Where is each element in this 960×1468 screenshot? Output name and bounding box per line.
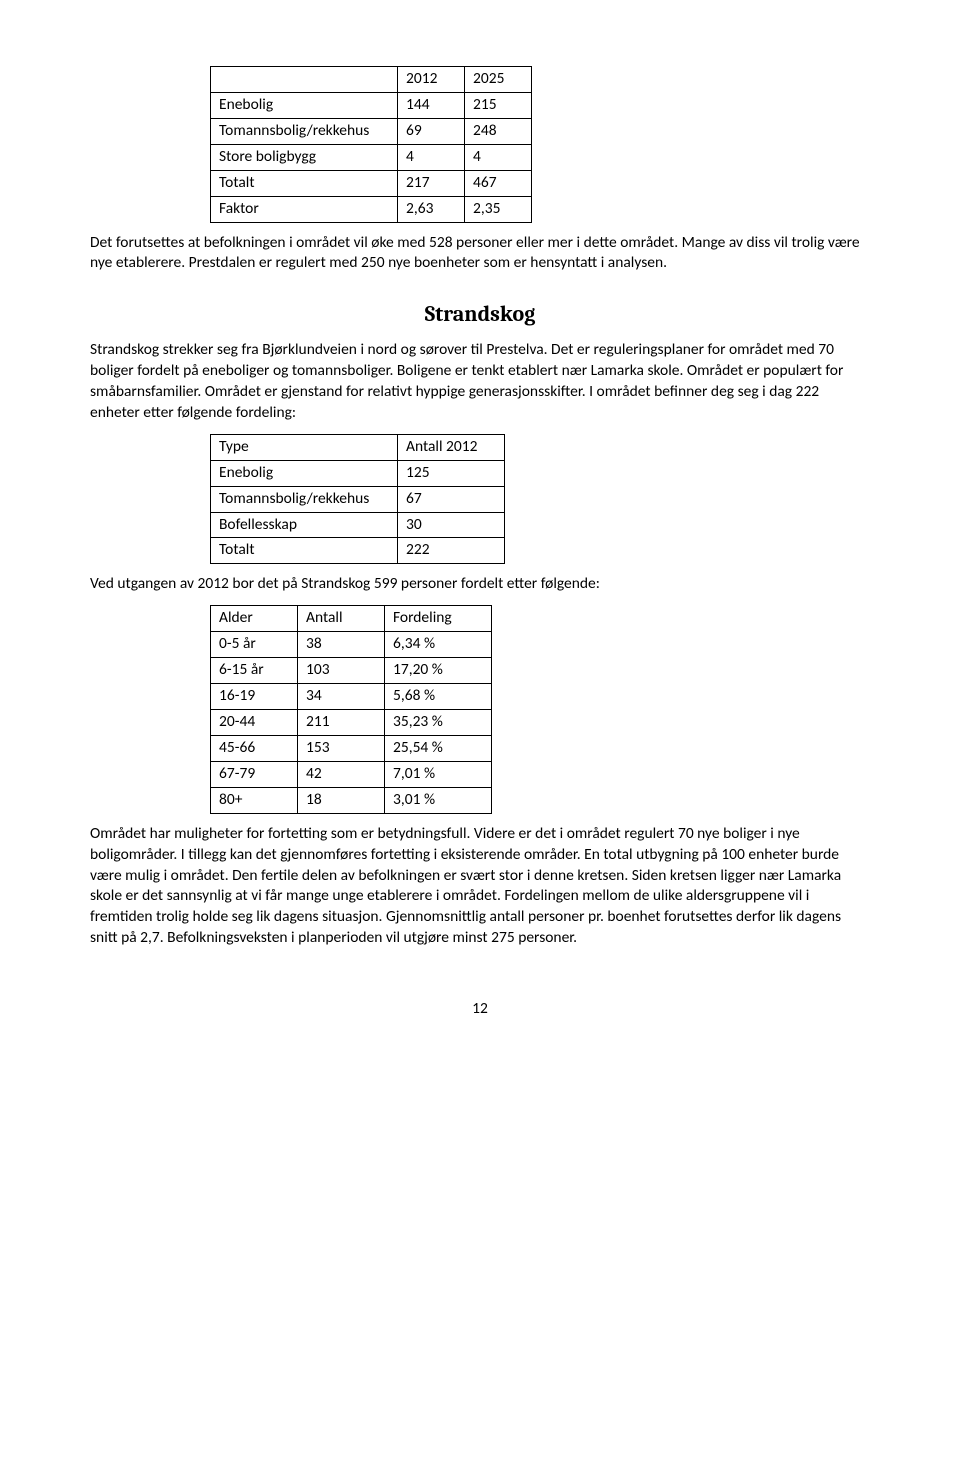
- table-cell: 17,20 %: [385, 658, 492, 684]
- table-cell: Totalt: [211, 538, 398, 564]
- table-cell: 7,01 %: [385, 761, 492, 787]
- table-cell: 248: [465, 118, 532, 144]
- paragraph: Ved utgangen av 2012 bor det på Strandsk…: [90, 574, 870, 595]
- table-cell: 30: [398, 512, 505, 538]
- table-cell: 4: [465, 144, 532, 170]
- table-housing-types: Type Antall 2012 Enebolig 125 Tomannsbol…: [210, 434, 505, 565]
- table-cell: 2025: [465, 67, 532, 93]
- table-cell: 16-19: [211, 684, 298, 710]
- table-cell: Type: [211, 434, 398, 460]
- table-cell: 69: [398, 118, 465, 144]
- table-cell: 2,63: [398, 196, 465, 222]
- table-cell: 35,23 %: [385, 709, 492, 735]
- table-cell: 45-66: [211, 735, 298, 761]
- table-cell: 467: [465, 170, 532, 196]
- table-cell: 153: [298, 735, 385, 761]
- table-cell: 25,54 %: [385, 735, 492, 761]
- table-cell: 215: [465, 92, 532, 118]
- table-cell: 67: [398, 486, 505, 512]
- table-cell: Alder: [211, 606, 298, 632]
- table-cell: Enebolig: [211, 92, 398, 118]
- table-cell: 222: [398, 538, 505, 564]
- table-cell: 125: [398, 460, 505, 486]
- table-cell: 42: [298, 761, 385, 787]
- table-cell: 80+: [211, 787, 298, 813]
- table-cell: Enebolig: [211, 460, 398, 486]
- paragraph: Strandskog strekker seg fra Bjørklundvei…: [90, 340, 870, 424]
- table-cell: 217: [398, 170, 465, 196]
- table-cell: 18: [298, 787, 385, 813]
- table-cell: 144: [398, 92, 465, 118]
- table-cell: [211, 67, 398, 93]
- table-cell: Totalt: [211, 170, 398, 196]
- table-cell: 6,34 %: [385, 632, 492, 658]
- table-age-distribution: Alder Antall Fordeling 0-5 år 38 6,34 % …: [210, 605, 492, 813]
- table-cell: 38: [298, 632, 385, 658]
- table-housing-projection: 2012 2025 Enebolig 144 215 Tomannsbolig/…: [210, 66, 532, 223]
- table-cell: 20-44: [211, 709, 298, 735]
- table-cell: Tomannsbolig/rekkehus: [211, 118, 398, 144]
- table-cell: 2,35: [465, 196, 532, 222]
- table-cell: Antall 2012: [398, 434, 505, 460]
- table-cell: 103: [298, 658, 385, 684]
- table-cell: 67-79: [211, 761, 298, 787]
- paragraph: Området har muligheter for fortetting so…: [90, 824, 870, 950]
- table-cell: 5,68 %: [385, 684, 492, 710]
- table-cell: Tomannsbolig/rekkehus: [211, 486, 398, 512]
- paragraph: Det forutsettes at befolkningen i område…: [90, 233, 870, 275]
- table-cell: 211: [298, 709, 385, 735]
- table-cell: Store boligbygg: [211, 144, 398, 170]
- table-cell: 6-15 år: [211, 658, 298, 684]
- table-cell: Faktor: [211, 196, 398, 222]
- page-number: 12: [90, 999, 870, 1020]
- table-cell: 3,01 %: [385, 787, 492, 813]
- table-cell: Bofellesskap: [211, 512, 398, 538]
- table-cell: 34: [298, 684, 385, 710]
- table-cell: 4: [398, 144, 465, 170]
- section-heading: Strandskog: [90, 300, 870, 330]
- table-cell: 0-5 år: [211, 632, 298, 658]
- table-cell: Antall: [298, 606, 385, 632]
- table-cell: 2012: [398, 67, 465, 93]
- table-cell: Fordeling: [385, 606, 492, 632]
